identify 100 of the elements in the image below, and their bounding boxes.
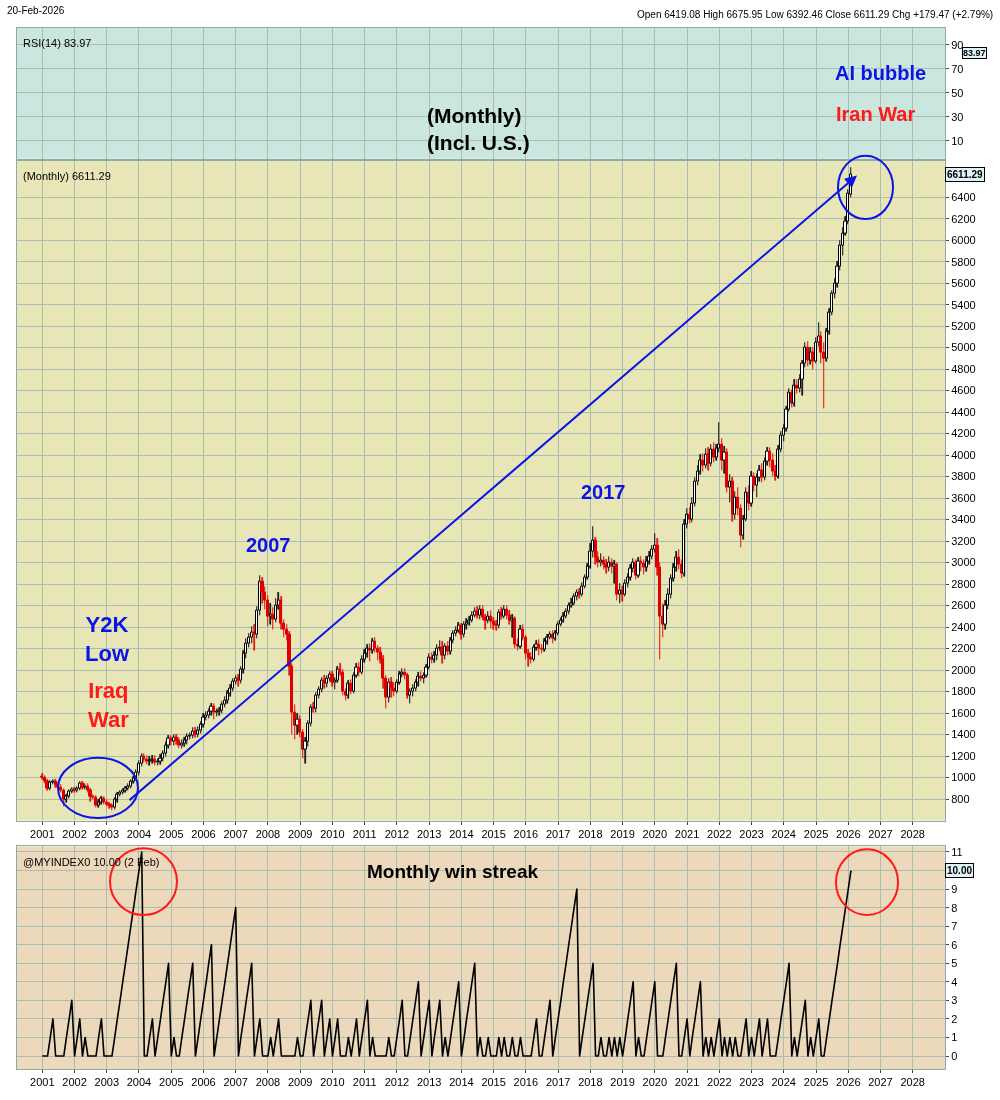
x-tick-label: 2008: [255, 1076, 281, 1089]
annotation: Iraq War: [88, 678, 130, 732]
y-tick-label: 4: [951, 975, 958, 988]
text: 20-Feb-2026: [7, 5, 65, 16]
candlestick: [532, 644, 535, 662]
x-tick-label: 2010: [320, 1076, 345, 1089]
candlestick: [470, 611, 473, 623]
x-tick-label: 2019: [610, 1076, 635, 1089]
x-tick-label: 2003: [94, 827, 119, 840]
annotation: Y2K Low: [85, 612, 130, 666]
x-tick-label: 2023: [739, 827, 764, 840]
y-tick-label: 0: [951, 1049, 958, 1062]
x-tick-label: 2002: [62, 827, 87, 840]
x-tick-label: 2028: [900, 1076, 925, 1089]
candlestick: [752, 472, 755, 492]
x-tick-label: 2022: [707, 1076, 732, 1089]
x-tick-label: 2023: [739, 1076, 764, 1089]
y-tick-label: 7: [951, 920, 958, 933]
y-tick-label: 1: [951, 1031, 958, 1044]
candlestick: [349, 679, 352, 695]
x-tick-label: 2007: [223, 827, 248, 840]
x-tick-label: 2021: [674, 827, 700, 840]
y-tick-label: 2: [951, 1012, 958, 1025]
x-tick-label: 2021: [674, 1076, 700, 1089]
x-tick-label: 2009: [288, 1076, 313, 1089]
annotation: Monthly win streak: [367, 861, 539, 882]
x-tick-label: 2024: [771, 1076, 796, 1089]
x-tick-label: 2026: [836, 827, 861, 840]
y-tick-label: 3000: [951, 556, 976, 569]
candlestick: [446, 641, 449, 656]
x-tick-label: 2014: [449, 1076, 474, 1089]
y-tick-label: 30: [951, 110, 964, 123]
y-tick-label: 3200: [951, 534, 976, 547]
x-tick-label: 2005: [159, 827, 184, 840]
candlestick: [486, 611, 489, 624]
candlestick: [567, 602, 570, 615]
y-tick-label: 11: [951, 845, 963, 858]
x-tick-label: 2025: [803, 1076, 829, 1089]
y-tick-label: 5800: [951, 255, 976, 268]
y-tick-label: 2600: [951, 599, 976, 612]
y-tick-label: 1600: [951, 706, 976, 719]
annotation: 2017: [581, 481, 626, 503]
x-tick-label: 2008: [255, 827, 281, 840]
x-tick-label: 2016: [513, 827, 539, 840]
candlestick: [599, 553, 602, 567]
y-tick-label: 70: [951, 62, 964, 75]
x-tick-label: 2019: [610, 827, 635, 840]
x-tick-label: 2017: [545, 827, 571, 840]
y-tick-label: 4800: [951, 362, 976, 375]
y-tick-label: 6: [951, 938, 958, 951]
x-tick-label: 2001: [30, 1076, 55, 1089]
y-tick-label: 4400: [951, 405, 976, 418]
x-tick-label: 2010: [320, 827, 345, 840]
y-tick-label: 5600: [951, 276, 976, 289]
annotation: 10.00: [947, 865, 973, 876]
annotation: 2007: [246, 534, 291, 556]
y-tick-label: 6400: [951, 191, 976, 204]
x-tick-label: 2027: [868, 827, 893, 840]
text: RSI(14) 83.97: [23, 37, 92, 49]
y-tick-label: 6200: [951, 212, 976, 225]
x-tick-label: 2026: [836, 1076, 861, 1089]
x-tick-label: 2001: [30, 827, 55, 840]
y-tick-label: 5000: [951, 341, 976, 354]
x-tick-label: 2011: [352, 827, 377, 840]
x-tick-label: 2022: [707, 827, 732, 840]
x-tick-label: 2011: [352, 1076, 377, 1089]
annotation: 6611.29: [947, 169, 984, 180]
y-tick-label: 4200: [951, 427, 976, 440]
y-tick-label: 4000: [951, 448, 976, 461]
x-tick-label: 2018: [578, 1076, 603, 1089]
y-tick-label: 4600: [951, 384, 976, 397]
y-tick-label: 5: [951, 957, 958, 970]
y-tick-label: 1400: [951, 728, 976, 741]
y-tick-label: 3: [951, 994, 958, 1007]
y-tick-label: 1200: [951, 749, 976, 762]
x-tick-label: 2024: [771, 827, 796, 840]
y-tick-label: 2400: [951, 620, 976, 633]
x-tick-label: 2005: [159, 1076, 184, 1089]
candlestick: [701, 453, 704, 472]
annotation: (Monthly) (Incl. U.S.): [427, 104, 530, 155]
y-tick-label: 1800: [951, 685, 976, 698]
candlestick: [795, 379, 798, 394]
candlestick: [709, 444, 712, 467]
x-tick-label: 2027: [868, 1076, 893, 1089]
x-tick-label: 2013: [416, 1076, 442, 1089]
x-tick-label: 2020: [642, 827, 668, 840]
y-tick-label: 5200: [951, 319, 976, 332]
x-tick-label: 2009: [288, 827, 313, 840]
candlestick: [639, 556, 642, 572]
x-tick-label: 2018: [578, 827, 603, 840]
x-tick-label: 2025: [803, 827, 829, 840]
y-tick-label: 10: [951, 134, 964, 147]
x-tick-label: 2014: [449, 827, 474, 840]
annotation: AI bubble: [835, 62, 927, 84]
y-tick-label: 90: [951, 38, 964, 51]
y-tick-label: 5400: [951, 298, 976, 311]
x-tick-label: 2004: [126, 827, 152, 840]
y-tick-label: 3600: [951, 491, 976, 504]
y-tick-label: 800: [951, 792, 970, 805]
candlestick: [642, 559, 645, 575]
